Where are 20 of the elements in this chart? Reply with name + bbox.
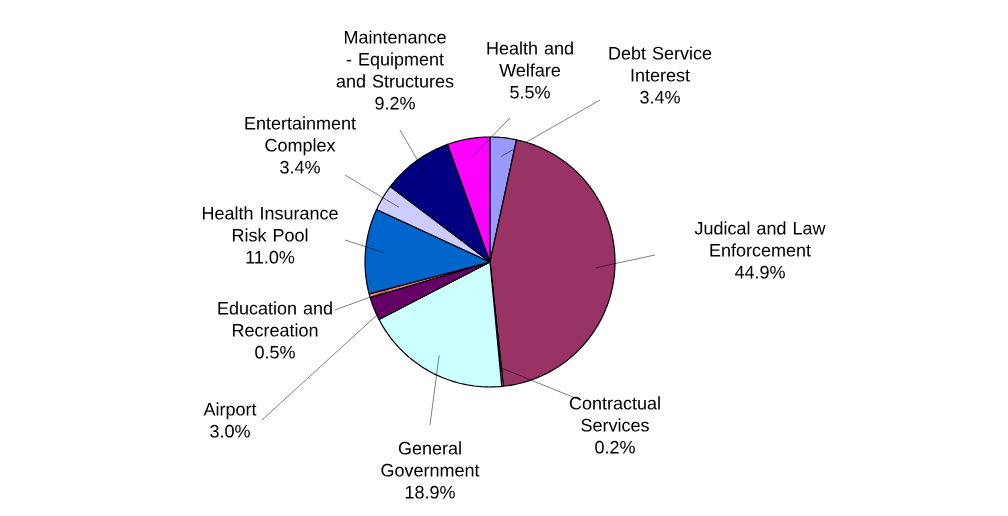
data-label: 0.5% xyxy=(255,345,295,359)
data-label: 44.9% xyxy=(734,265,785,279)
slice-label: Judical and Law Enforcement xyxy=(694,221,826,257)
data-label: 3.4% xyxy=(640,90,680,104)
data-label: 5.5% xyxy=(510,85,550,99)
slice-label: Health Insurance Risk Pool xyxy=(202,206,338,242)
data-label: 9.2% xyxy=(375,96,415,110)
data-label: 11.0% xyxy=(246,250,295,264)
slice-label: General Government xyxy=(381,441,480,477)
data-label: 3.4% xyxy=(280,160,320,174)
slice-label: Maintenance - Equipment and Structures xyxy=(336,30,454,88)
slice-label: Education and Recreation xyxy=(218,301,332,337)
slice-label: Entertainment Complex xyxy=(245,116,356,156)
data-label: 0.2% xyxy=(595,440,635,454)
slice-label: Contractual Services xyxy=(569,396,660,432)
slice-label: Debt Service Interest xyxy=(609,46,712,82)
slice-label: Airport xyxy=(203,402,257,420)
data-label: 3.0% xyxy=(210,424,250,438)
slice-label: Health and Welfare xyxy=(487,41,573,77)
data-label: 18.9% xyxy=(405,485,455,499)
